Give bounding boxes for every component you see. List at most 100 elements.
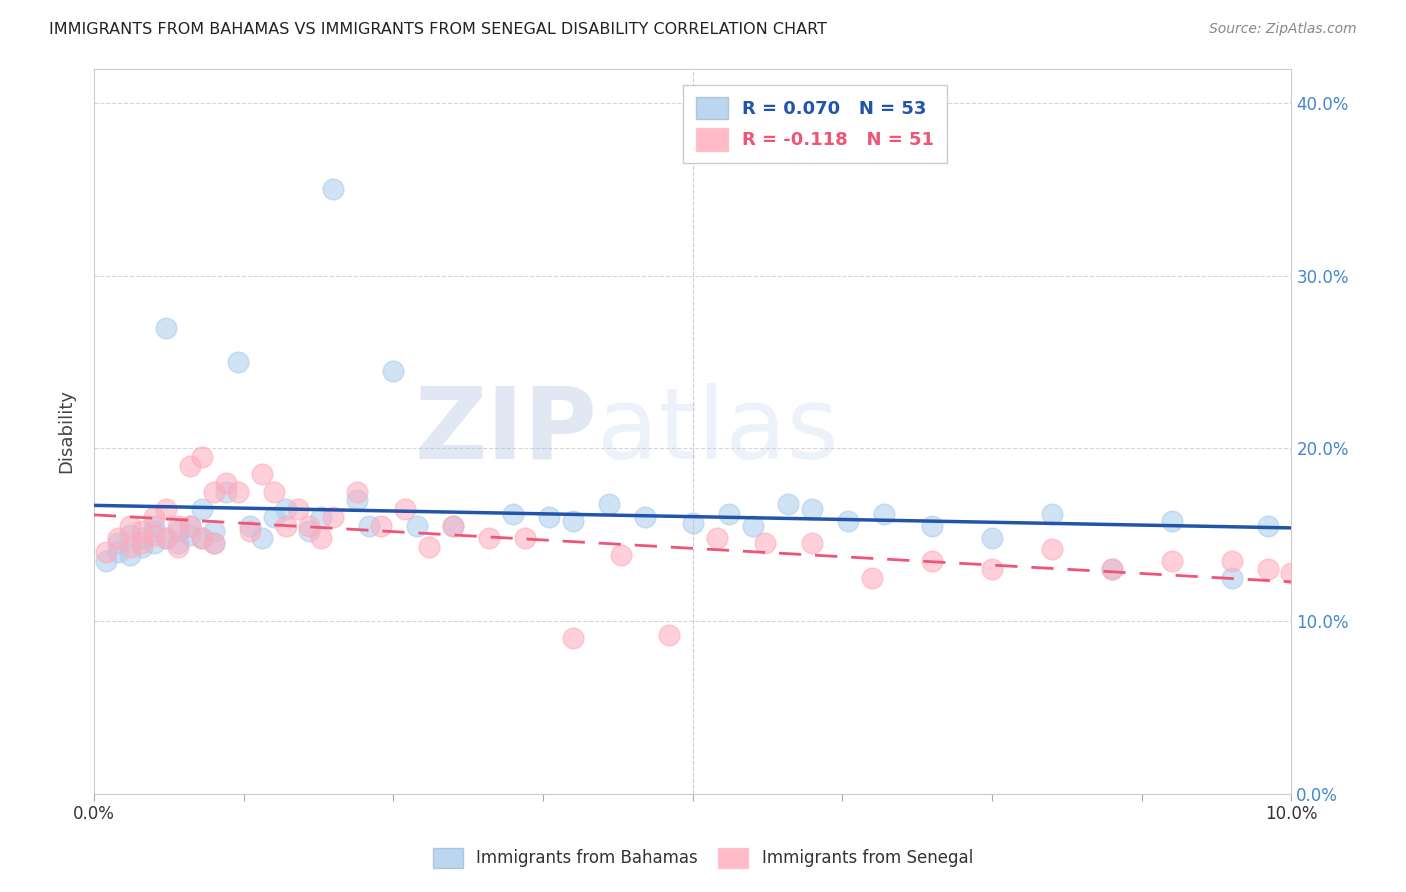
Point: [202, 536, 225, 550]
Point: [239, 524, 262, 539]
Point: [298, 519, 321, 533]
Point: [658, 628, 681, 642]
Point: [107, 531, 129, 545]
Text: Source: ZipAtlas.com: Source: ZipAtlas.com: [1209, 22, 1357, 37]
Point: [1040, 541, 1063, 556]
Point: [202, 524, 225, 539]
Text: atlas: atlas: [598, 383, 838, 480]
Point: [346, 493, 368, 508]
Point: [1101, 562, 1123, 576]
Point: [921, 519, 943, 533]
Point: [873, 507, 896, 521]
Point: [634, 510, 657, 524]
Point: [981, 531, 1004, 545]
Point: [406, 519, 429, 533]
Point: [322, 510, 344, 524]
Point: [754, 536, 776, 550]
Point: [142, 536, 165, 550]
Point: [155, 531, 177, 545]
Point: [250, 531, 273, 545]
Point: [741, 519, 763, 533]
Point: [801, 501, 824, 516]
Point: [1256, 562, 1278, 576]
Point: [382, 364, 405, 378]
Point: [166, 524, 188, 539]
Point: [1281, 566, 1303, 580]
Point: [131, 536, 153, 550]
Point: [263, 484, 285, 499]
Point: [179, 519, 201, 533]
Point: [202, 484, 225, 499]
Point: [860, 571, 883, 585]
Point: [190, 501, 212, 516]
Point: [239, 519, 262, 533]
Text: IMMIGRANTS FROM BAHAMAS VS IMMIGRANTS FROM SENEGAL DISABILITY CORRELATION CHART: IMMIGRANTS FROM BAHAMAS VS IMMIGRANTS FR…: [49, 22, 827, 37]
Point: [214, 475, 236, 490]
Point: [502, 507, 524, 521]
Point: [190, 531, 212, 545]
Legend: R = 0.070   N = 53, R = -0.118   N = 51: R = 0.070 N = 53, R = -0.118 N = 51: [683, 85, 948, 163]
Point: [322, 182, 344, 196]
Point: [166, 536, 188, 550]
Point: [118, 549, 141, 563]
Point: [370, 519, 392, 533]
Point: [214, 484, 236, 499]
Point: [179, 458, 201, 473]
Point: [441, 519, 464, 533]
Point: [513, 531, 536, 545]
Point: [441, 519, 464, 533]
Point: [226, 484, 249, 499]
Point: [166, 540, 188, 554]
Point: [1256, 519, 1278, 533]
Point: [394, 501, 416, 516]
Point: [94, 553, 117, 567]
Point: [1040, 507, 1063, 521]
Point: [274, 519, 297, 533]
Point: [107, 536, 129, 550]
Point: [226, 355, 249, 369]
Point: [94, 545, 117, 559]
Point: [131, 540, 153, 554]
Point: [561, 514, 583, 528]
Point: [190, 531, 212, 545]
Point: [298, 524, 321, 539]
Point: [155, 320, 177, 334]
Point: [190, 450, 212, 464]
Point: [142, 524, 165, 539]
Point: [1220, 553, 1243, 567]
Point: [1101, 562, 1123, 576]
Point: [778, 497, 800, 511]
Point: [1305, 600, 1327, 615]
Point: [1220, 571, 1243, 585]
Point: [287, 501, 309, 516]
Point: [118, 519, 141, 533]
Point: [598, 497, 620, 511]
Point: [801, 536, 824, 550]
Point: [610, 549, 633, 563]
Point: [981, 562, 1004, 576]
Point: [837, 514, 859, 528]
Point: [682, 516, 704, 530]
Point: [311, 510, 333, 524]
Point: [166, 519, 188, 533]
Point: [155, 531, 177, 545]
Point: [346, 484, 368, 499]
Point: [131, 531, 153, 545]
Point: [263, 510, 285, 524]
Point: [478, 531, 501, 545]
Point: [311, 531, 333, 545]
Point: [179, 519, 201, 533]
Legend: Immigrants from Bahamas, Immigrants from Senegal: Immigrants from Bahamas, Immigrants from…: [426, 841, 980, 875]
Point: [250, 467, 273, 482]
Point: [202, 536, 225, 550]
Point: [155, 501, 177, 516]
Y-axis label: Disability: Disability: [58, 389, 75, 473]
Point: [921, 553, 943, 567]
Point: [274, 501, 297, 516]
Point: [359, 519, 381, 533]
Point: [706, 531, 728, 545]
Point: [142, 519, 165, 533]
Point: [1160, 553, 1182, 567]
Point: [118, 540, 141, 554]
Point: [717, 507, 740, 521]
